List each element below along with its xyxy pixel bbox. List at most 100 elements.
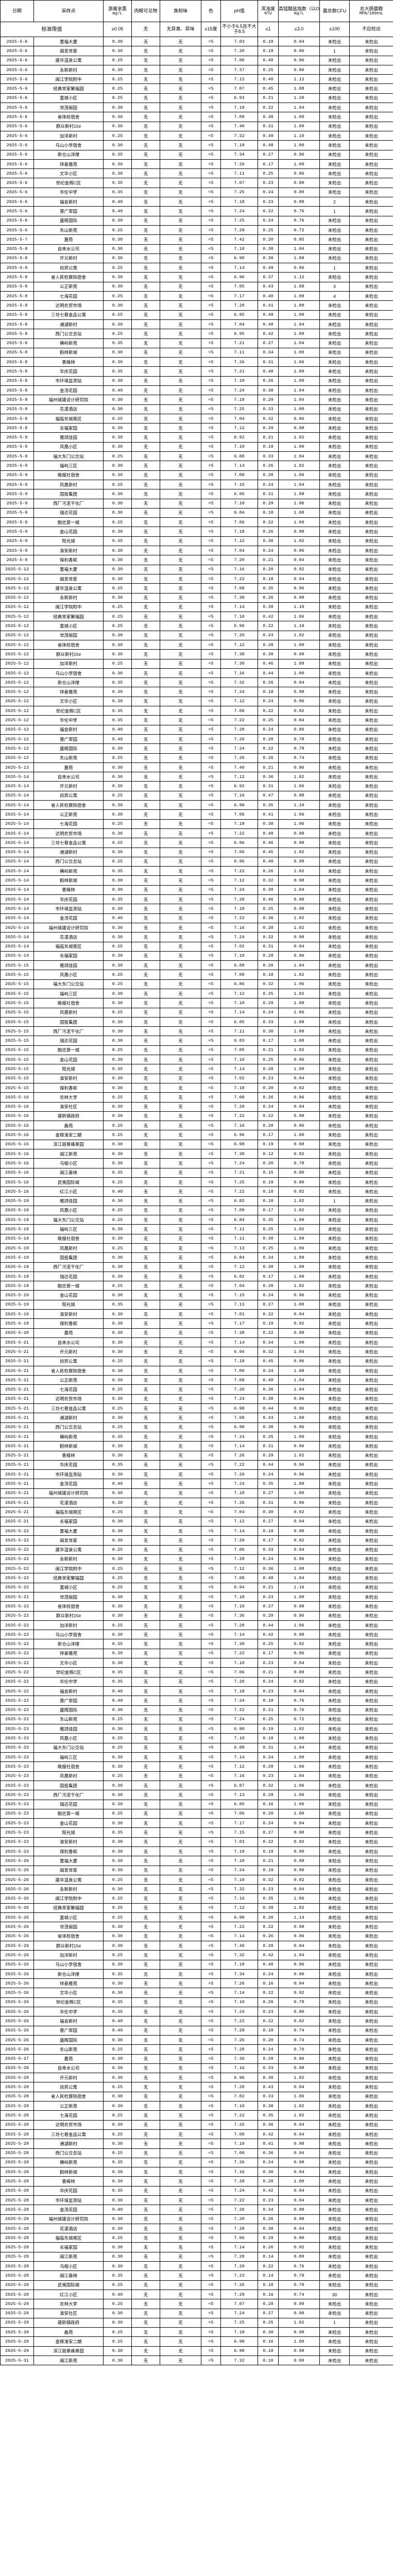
- cell-turbidity: 0.20: [258, 2054, 279, 2064]
- cell-bacteria-count: 未检出: [319, 1808, 350, 1819]
- cell-odor-taste: 无: [160, 875, 201, 886]
- cell-color: <5: [201, 2129, 221, 2140]
- cell-odor-taste: 无: [160, 1431, 201, 1442]
- cell-permanganate-index: 0.82: [278, 2016, 320, 2026]
- cell-permanganate-index: 0.94: [278, 2185, 320, 2196]
- table-row: 2025-5-9 凤凰新村 0.25 无无 <5 7.15 0.24 1.04 未检出 未检出: [0, 479, 393, 490]
- cell-bacteria-count: 未检出: [319, 621, 350, 631]
- cell-free-chlorine: 0.25: [103, 310, 132, 320]
- cell-ph: 7.12: [220, 423, 258, 433]
- cell-site: 文华小区: [33, 1658, 104, 1668]
- cell-bacteria-count: 未检出: [319, 1252, 350, 1263]
- cell-site: 凤凰新村: [33, 1771, 104, 1781]
- cell-ph: 7.24: [220, 687, 258, 697]
- cell-odor-taste: 无: [160, 564, 201, 574]
- cell-date: 2025-5-26: [0, 1931, 34, 1941]
- cell-odor-taste: 无: [160, 470, 201, 480]
- cell-free-chlorine: 0.35: [103, 706, 132, 716]
- cell-ph: 7.10: [220, 612, 258, 622]
- cell-site: 福临东城南区: [33, 2233, 104, 2243]
- cell-visible-matter: 无: [131, 1516, 160, 1527]
- cell-odor-taste: 无: [160, 1799, 201, 1809]
- cell-ph: 7.06: [220, 809, 258, 820]
- cell-site: 保利香槟: [33, 1082, 104, 1093]
- cell-total-coliform: 未检出: [349, 612, 393, 622]
- cell-odor-taste: 无: [160, 1460, 201, 1470]
- cell-visible-matter: 无: [131, 1262, 160, 1272]
- cell-free-chlorine: 0.30: [103, 1591, 132, 1602]
- cell-visible-matter: 无: [131, 1224, 160, 1234]
- cell-site: 金辉淮安二期: [33, 2336, 104, 2347]
- cell-free-chlorine: 0.25: [103, 753, 132, 763]
- cell-date: 2025-5-23: [0, 1761, 34, 1772]
- cell-total-coliform: 未检出: [349, 1431, 393, 1442]
- cell-visible-matter: 无: [131, 1101, 160, 1112]
- cell-permanganate-index: 0.98: [278, 649, 320, 659]
- cell-bacteria-count: 未检出: [319, 1620, 350, 1631]
- cell-total-coliform: 未检出: [349, 536, 393, 547]
- cell-free-chlorine: 0.25: [103, 1177, 132, 1188]
- cell-total-coliform: 未检出: [349, 1121, 393, 1131]
- cell-total-coliform: 未检出: [349, 527, 393, 537]
- cell-date: 2025-5-9: [0, 517, 34, 528]
- cell-odor-taste: 无: [160, 696, 201, 707]
- cell-total-coliform: 未检出: [349, 272, 393, 282]
- cell-visible-matter: 无: [131, 1696, 160, 1706]
- cell-site: 嘉苑: [33, 762, 104, 773]
- cell-permanganate-index: 0.98: [278, 790, 320, 801]
- cell-free-chlorine: 0.30: [103, 1016, 132, 1027]
- cell-odor-taste: 无: [160, 1790, 201, 1800]
- cell-permanganate-index: 1.08: [278, 489, 320, 499]
- cell-permanganate-index: 0.90: [278, 1846, 320, 1857]
- cell-color: <5: [201, 1837, 221, 1848]
- cell-bacteria-count: 未检出: [319, 2025, 350, 2036]
- cell-turbidity: 0.48: [258, 140, 279, 150]
- cell-visible-matter: 无: [131, 74, 160, 84]
- cell-bacteria-count: 未检出: [319, 103, 350, 113]
- cell-site: 开元新村: [33, 781, 104, 791]
- cell-total-coliform: 未检出: [349, 1479, 393, 1489]
- cell-free-chlorine: 0.30: [103, 2054, 132, 2064]
- cell-permanganate-index: 1.02: [278, 970, 320, 980]
- cell-visible-matter: 无: [131, 1771, 160, 1781]
- cell-color: <5: [201, 291, 221, 301]
- cell-ph: 7.06: [220, 2233, 258, 2243]
- cell-ph: 7.13: [220, 1299, 258, 1310]
- cell-total-coliform: 未检出: [349, 2327, 393, 2337]
- cell-site: 福临东城南区: [33, 413, 104, 424]
- cell-ph: 7.18: [220, 1356, 258, 1366]
- cell-visible-matter: 无: [131, 489, 160, 499]
- cell-turbidity: 0.45: [258, 83, 279, 94]
- table-row: 2025-5-28 长福家园 0.30 无无 <5 7.14 0.26 0.92 未检出 未检出: [0, 2242, 393, 2252]
- cell-bacteria-count: 未检出: [319, 724, 350, 735]
- cell-free-chlorine: 0.30: [103, 1526, 132, 1536]
- cell-visible-matter: 无: [131, 2054, 160, 2064]
- cell-total-coliform: 未检出: [349, 706, 393, 716]
- cell-color: <5: [201, 1187, 221, 1197]
- cell-free-chlorine: 0.25: [103, 612, 132, 622]
- cell-total-coliform: 未检出: [349, 1837, 393, 1848]
- cell-ph: 6.92: [220, 781, 258, 791]
- cell-permanganate-index: 1.08: [278, 658, 320, 669]
- cell-bacteria-count: 未检出: [319, 2355, 350, 2366]
- cell-turbidity: 0.21: [258, 1705, 279, 1715]
- cell-date: 2025-5-14: [0, 866, 34, 876]
- cell-turbidity: 0.29: [258, 395, 279, 405]
- cell-odor-taste: 无: [160, 2346, 201, 2357]
- cell-bacteria-count: 未检出: [319, 2270, 350, 2281]
- table-row: 2025-5-21 福临东城南区 0.25 无无 <5 7.04 0.30 0.92 未检出 未检…: [0, 1507, 393, 1517]
- cell-turbidity: 0.18: [258, 1196, 279, 1206]
- cell-color: <5: [201, 1988, 221, 1998]
- cell-bacteria-count: 未检出: [319, 1761, 350, 1772]
- cell-total-coliform: 未检出: [349, 2355, 393, 2366]
- cell-total-coliform: 未检出: [349, 913, 393, 923]
- cell-ph: 7.11: [220, 347, 258, 358]
- cell-bacteria-count: 未检出: [319, 1205, 350, 1216]
- table-row: 2025-5-22 华伦中学 0.35 无无 <5 7.20 0.24 0.82 未检出 未检出: [0, 1676, 393, 1687]
- cell-odor-taste: 无: [160, 1233, 201, 1244]
- cell-total-coliform: 未检出: [349, 592, 393, 603]
- cell-turbidity: 0.31: [258, 121, 279, 131]
- cell-permanganate-index: 0.76: [278, 1705, 320, 1715]
- cell-visible-matter: 无: [131, 1413, 160, 1423]
- cell-color: <5: [201, 1149, 221, 1159]
